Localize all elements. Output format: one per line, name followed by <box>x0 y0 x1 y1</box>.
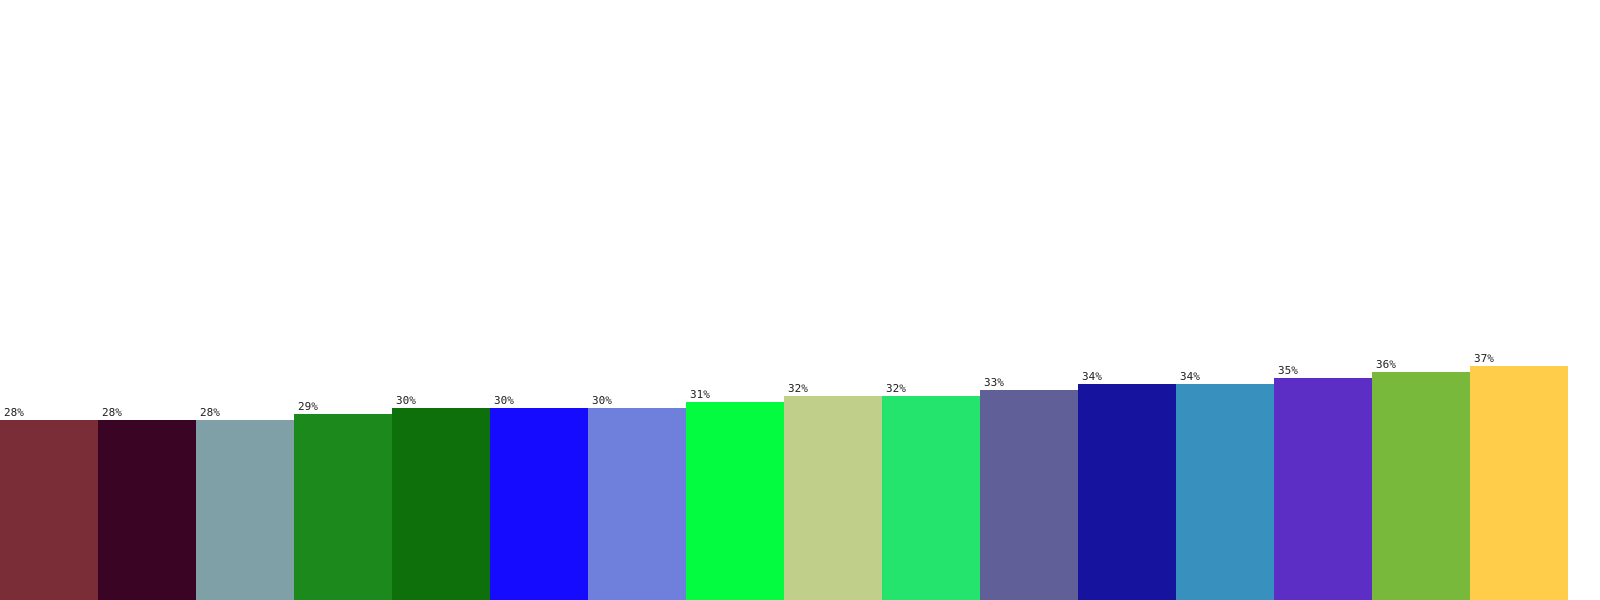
bar-label-9: 32% <box>886 382 906 395</box>
bar-label-14: 36% <box>1376 358 1396 371</box>
bar-label-3: 29% <box>298 400 318 413</box>
bar-13 <box>1274 378 1372 600</box>
bar-8 <box>784 396 882 600</box>
bar-11 <box>1078 384 1176 600</box>
bar-label-7: 31% <box>690 388 710 401</box>
bar-5 <box>490 408 588 600</box>
bar-label-8: 32% <box>788 382 808 395</box>
bar-label-0: 28% <box>4 406 24 419</box>
bar-label-13: 35% <box>1278 364 1298 377</box>
bar-label-6: 30% <box>592 394 612 407</box>
bar-2 <box>196 420 294 600</box>
bar-1 <box>98 420 196 600</box>
bar-0 <box>0 420 98 600</box>
bar-10 <box>980 390 1078 600</box>
bar-label-4: 30% <box>396 394 416 407</box>
bar-6 <box>588 408 686 600</box>
bar-label-5: 30% <box>494 394 514 407</box>
bar-label-2: 28% <box>200 406 220 419</box>
bar-label-10: 33% <box>984 376 1004 389</box>
bar-3 <box>294 414 392 600</box>
bar-9 <box>882 396 980 600</box>
bar-15 <box>1470 366 1568 600</box>
bar-label-15: 37% <box>1474 352 1494 365</box>
bar-14 <box>1372 372 1470 600</box>
bar-12 <box>1176 384 1274 600</box>
bar-label-11: 34% <box>1082 370 1102 383</box>
bar-label-12: 34% <box>1180 370 1200 383</box>
bar-7 <box>686 402 784 600</box>
bar-4 <box>392 408 490 600</box>
bar-label-1: 28% <box>102 406 122 419</box>
